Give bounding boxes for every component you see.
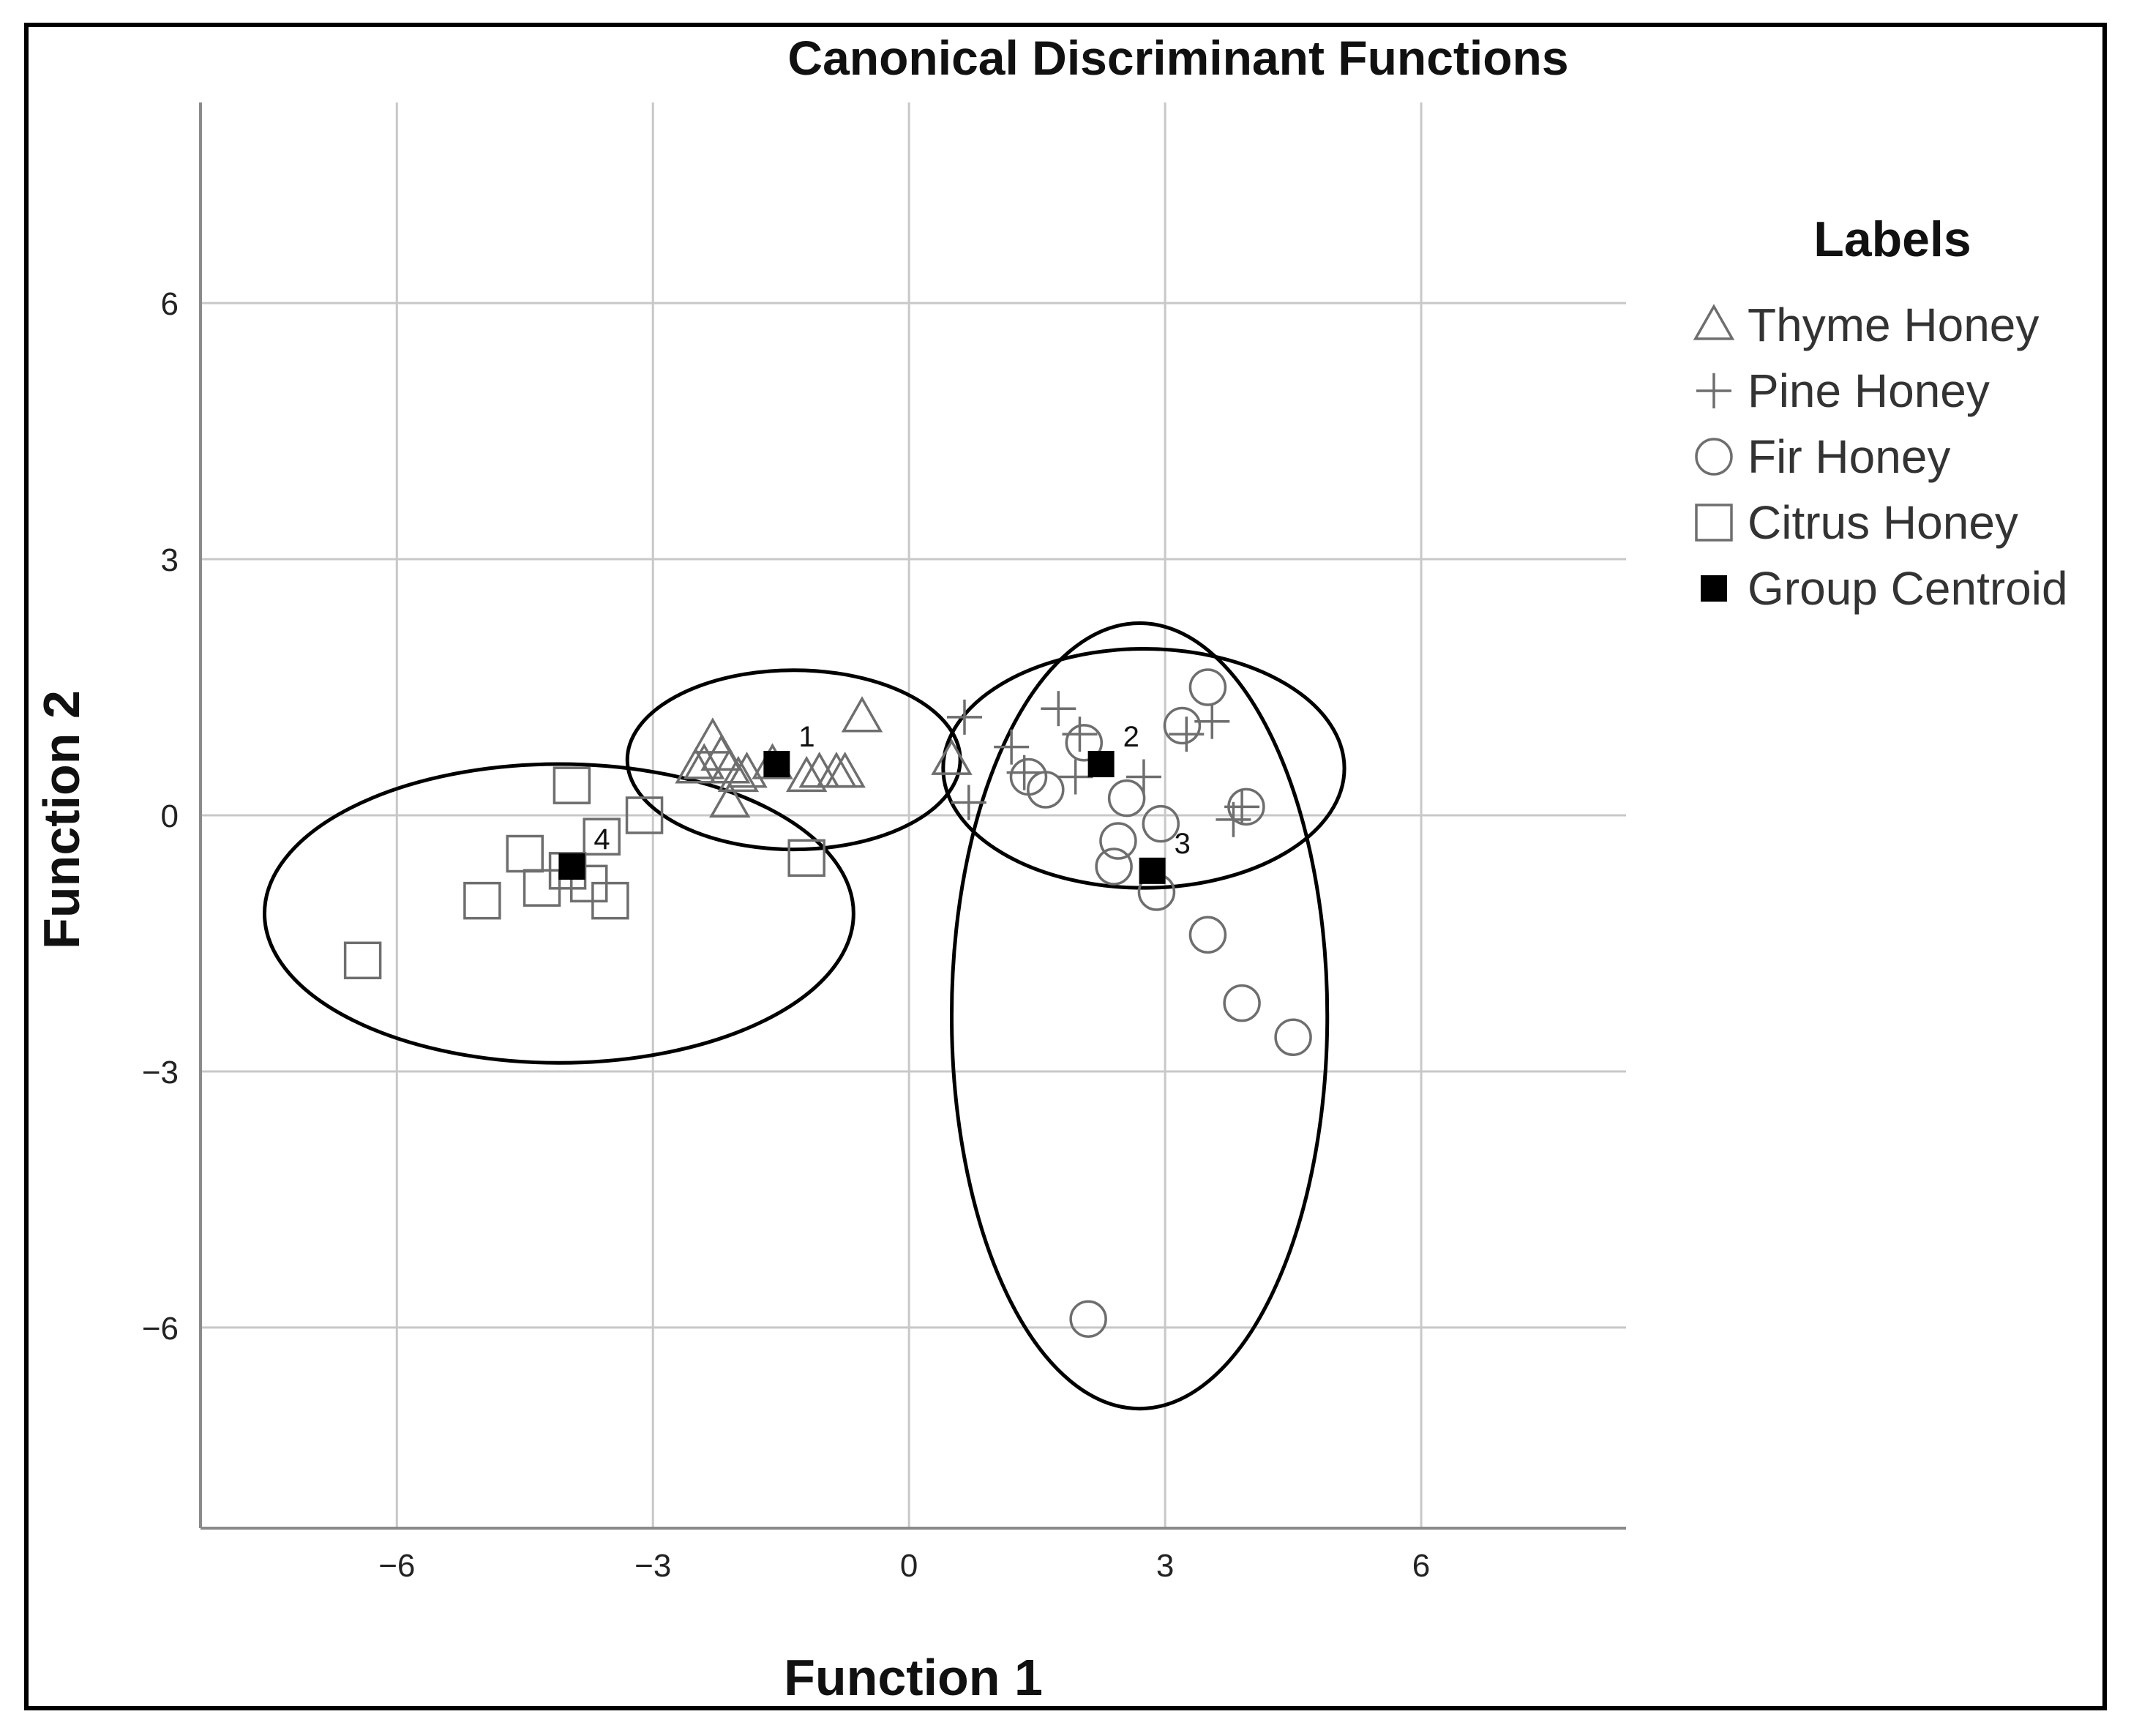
grid [201,102,1626,1528]
fir-honey-point [1163,706,1202,745]
x-tick-label: −6 [378,1548,415,1584]
y-tick-labels: 6 3 0 −3 −6 [142,286,179,1347]
group-centroid-3 [1139,857,1166,884]
fir-honey-point [1188,668,1227,706]
legend-title: Labels [1813,212,1971,267]
fir-honey-point [1142,804,1180,843]
x-tick-label: 0 [900,1548,918,1584]
group-ellipses [262,621,1347,1411]
group-ellipse-2 [941,647,1347,890]
thyme-honey-point [708,781,751,818]
x-tick-label: −3 [634,1548,671,1584]
fir-honey-point [1095,848,1133,886]
x-axis-title: Function 1 [784,1649,1043,1706]
y-tick-label: −3 [142,1055,179,1090]
x-tick-label: 6 [1412,1548,1430,1584]
fir-honey-point [1274,1018,1312,1057]
thyme-honey-point [841,696,883,733]
fir-honey-point [1069,1300,1107,1338]
fir-honey-point [1107,779,1146,818]
pine-honey-point [994,729,1030,765]
pine-honey-point [1041,691,1076,727]
fir-honey-point [1099,822,1137,860]
citrus-honey-point [583,818,621,856]
thyme-honey-point [726,751,768,788]
pine-honey-point [951,785,986,820]
thyme-honey-point [785,755,828,793]
legend-label: Fir Honey [1748,430,1950,483]
axes [199,102,1626,1530]
legend: Labels Thyme Honey Pine Honey Fir Honey Cit… [1693,212,2068,615]
x-tick-labels: −6 −3 0 3 6 [378,1548,1430,1584]
legend-items: Thyme Honey Pine Honey Fir Honey Citrus Hon… [1693,299,2068,615]
fir-honey-point [1065,724,1104,762]
citrus-honey-point [463,881,501,920]
centroid-label-3: 3 [1175,828,1191,860]
citrus-honey-point [787,839,825,878]
group-ellipse-3 [949,621,1330,1411]
legend-square-icon [1695,504,1733,542]
pine-honey-point [1126,759,1161,795]
pine-honey-point [1224,789,1260,825]
legend-label: Thyme Honey [1748,299,2039,351]
legend-triangle-icon [1693,304,1735,340]
centroid-label-2: 2 [1123,721,1139,753]
legend-plus-icon [1696,373,1731,408]
chart-title: Canonical Discriminant Functions [787,31,1568,85]
thyme-honey-point [684,743,725,779]
fir-honey-point [1188,916,1227,954]
y-tick-label: 6 [161,286,179,322]
thyme-honey-point [717,755,760,793]
pine-honey-point [946,699,982,735]
thyme-honey-point [824,751,866,788]
group-centroids: 1 2 3 4 [558,721,1191,884]
citrus-honey-point [625,796,664,834]
legend-label: Pine Honey [1748,364,1990,417]
chart-frame [24,23,2107,1710]
citrus-honey-point [553,766,591,804]
citrus-honey-point [343,941,382,980]
fir-honey-point [1223,984,1261,1022]
legend-label: Citrus Honey [1748,496,2018,549]
centroid-label-1: 1 [798,721,814,753]
group-centroid-2 [1087,751,1115,778]
data-points [343,668,1312,1338]
centroid-label-4: 4 [593,823,610,856]
x-tick-label: 3 [1156,1548,1174,1584]
thyme-honey-point [931,738,973,775]
pine-honey-point [1057,759,1093,795]
fir-honey-point [1227,787,1265,826]
fir-honey-point [1027,771,1065,809]
y-tick-label: −6 [142,1311,179,1347]
legend-filled-square-icon [1701,575,1727,602]
group-ellipse-1 [625,668,962,852]
citrus-honey-point [548,852,587,890]
y-tick-label: 0 [161,798,179,834]
citrus-honey-point [591,881,629,920]
y-tick-label: 3 [161,542,179,578]
legend-circle-icon [1695,438,1733,476]
group-centroid-1 [763,751,790,778]
legend-label: Group Centroid [1748,562,2068,615]
group-centroid-4 [558,853,585,880]
group-ellipse-4 [262,762,855,1065]
y-axis-title: Function 2 [33,690,90,949]
